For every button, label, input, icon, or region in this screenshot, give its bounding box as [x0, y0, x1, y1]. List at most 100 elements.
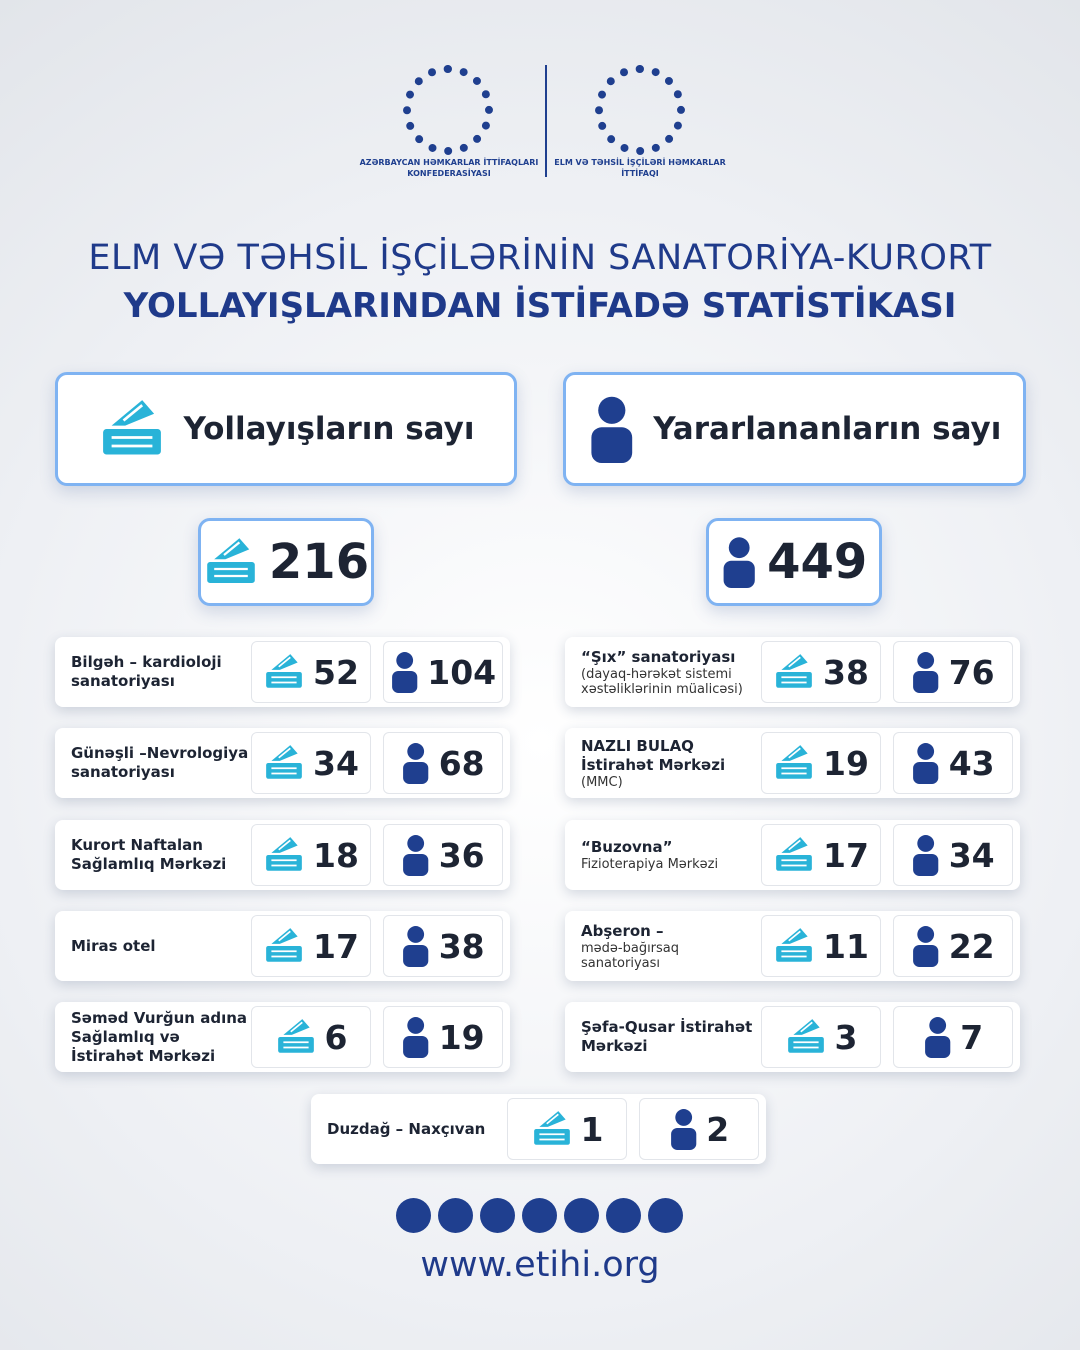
beneficiaries-value: 22 — [948, 926, 995, 966]
ticket-icon — [207, 538, 255, 583]
beneficiaries-box: 68 — [383, 732, 503, 794]
tickets-box: 34 — [251, 732, 371, 794]
beneficiaries-box: 104 — [383, 641, 503, 703]
person-icon — [403, 1017, 429, 1058]
instagram-icon[interactable] — [438, 1198, 473, 1233]
tickets-box: 18 — [251, 824, 371, 886]
tickets-value: 52 — [313, 652, 359, 692]
beneficiaries-box: 36 — [383, 824, 503, 886]
facility-card: NAZLI BULAQ İstirahət Mərkəzi (MMC) 19 43 — [565, 728, 1020, 798]
facility-name: Bilgəh – kardioloji sanatoriyası — [71, 653, 222, 690]
logo — [595, 65, 685, 155]
tickets-value: 19 — [823, 743, 869, 783]
ticket-icon — [787, 1019, 824, 1053]
tickets-value: 11 — [823, 926, 869, 966]
facility-name-block: Şəfa-Qusar İstirahət Mərkəzi — [581, 1002, 759, 1072]
person-icon — [913, 652, 939, 693]
facility-name: Kurort Naftalan Sağlamlıq Mərkəzi — [71, 836, 227, 873]
beneficiaries-value: 68 — [438, 743, 485, 783]
x-icon[interactable] — [606, 1198, 641, 1233]
facility-name-block: Səməd Vurğun adına Sağlamlıq və İstirahə… — [71, 1002, 249, 1072]
tickets-box: 38 — [761, 641, 881, 703]
person-icon — [590, 396, 632, 463]
tickets-value: 6 — [324, 1017, 348, 1057]
summary-header: Yollayışların sayı — [55, 372, 517, 486]
ticket-icon — [102, 400, 161, 455]
tickets-box: 1 — [507, 1098, 627, 1160]
facility-note: Fizioterapiya Mərkəzi — [581, 857, 719, 872]
facility-name-block: “Şıx” sanatoriyası (dayaq-hərəkət sistemi… — [581, 637, 759, 707]
tickets-box: 19 — [761, 732, 881, 794]
facility-card: Şəfa-Qusar İstirahət Mərkəzi 3 7 — [565, 1002, 1020, 1072]
ticket-icon — [266, 928, 302, 962]
facility-card: Günəşli –Nevrologiya sanatoriyası 34 68 — [55, 728, 510, 798]
facility-note: (MMC) — [581, 774, 623, 790]
facility-name: “Buzovna” — [581, 838, 673, 856]
facility-card: Duzdağ – Naxçıvan 1 2 — [311, 1094, 766, 1164]
social-links — [396, 1198, 683, 1233]
person-icon — [403, 743, 429, 784]
facility-name-block: Günəşli –Nevrologiya sanatoriyası — [71, 728, 249, 798]
facility-card: “Şıx” sanatoriyası (dayaq-hərəkət sistemi… — [565, 637, 1020, 707]
title-line: ELM VƏ TƏHSİL İŞÇİLƏRİNİN SANATORİYA-KUR… — [88, 238, 992, 278]
tickets-box: 52 — [251, 641, 371, 703]
facility-card: Kurort Naftalan Sağlamlıq Mərkəzi 18 36 — [55, 820, 510, 890]
facility-name: Səməd Vurğun adına Sağlamlıq və İstirahə… — [71, 1008, 248, 1065]
ticket-icon — [277, 1019, 314, 1053]
facility-name-block: “Buzovna” Fizioterapiya Mərkəzi — [581, 820, 759, 890]
facility-card: Səməd Vurğun adına Sağlamlıq və İstirahə… — [55, 1002, 510, 1072]
summary-value: 449 — [767, 534, 868, 590]
ticket-icon — [266, 837, 302, 871]
person-icon — [403, 926, 429, 967]
beneficiaries-box: 22 — [893, 915, 1013, 977]
tickets-box: 17 — [251, 915, 371, 977]
beneficiaries-box: 38 — [383, 915, 503, 977]
facebook-icon[interactable] — [396, 1198, 431, 1233]
ticket-icon — [266, 654, 302, 688]
beneficiaries-value: 43 — [948, 743, 995, 783]
ticket-icon — [533, 1111, 570, 1145]
summary-header: Yararlananların sayı — [563, 372, 1026, 486]
facility-name: Şəfa-Qusar İstirahət Mərkəzi — [581, 1018, 753, 1055]
telegram-icon[interactable] — [648, 1198, 683, 1233]
ticket-icon — [776, 837, 812, 871]
facility-note: (dayaq-hərəkət sistemi xəstəliklərinin m… — [581, 666, 743, 697]
person-icon — [391, 652, 418, 693]
beneficiaries-box: 7 — [893, 1006, 1013, 1068]
tickets-value: 17 — [823, 835, 869, 875]
person-icon — [723, 537, 755, 588]
person-icon — [913, 835, 939, 876]
facility-name: Abşeron – — [581, 921, 664, 940]
person-icon — [403, 835, 429, 876]
facility-name-block: Kurort Naftalan Sağlamlıq Mərkəzi — [71, 820, 249, 890]
facility-name-block: Bilgəh – kardioloji sanatoriyası — [71, 637, 249, 707]
tickets-value: 17 — [313, 926, 359, 966]
tickets-value: 3 — [834, 1017, 858, 1057]
youtube-icon[interactable] — [522, 1198, 557, 1233]
facility-card: “Buzovna” Fizioterapiya Mərkəzi 17 34 — [565, 820, 1020, 890]
summary-label: Yararlananların sayı — [653, 411, 1002, 447]
facility-name-block: Duzdağ – Naxçıvan — [327, 1094, 505, 1164]
divider — [545, 65, 547, 177]
website[interactable]: www.etihi.org — [420, 1245, 660, 1285]
tickets-box: 3 — [761, 1006, 881, 1068]
facility-name: Miras otel — [71, 936, 156, 955]
logo-label: ELM VƏ TƏHSİL İŞÇİLƏRİ HƏMKARLAR İTTİFAQ… — [554, 158, 726, 178]
person-icon — [924, 1017, 951, 1058]
person-icon — [913, 743, 939, 784]
facility-name: Duzdağ – Naxçıvan — [327, 1119, 486, 1138]
ticket-icon — [776, 928, 812, 962]
beneficiaries-box: 19 — [383, 1006, 503, 1068]
facility-card: Abşeron – mədə-bağırsaq sanatoriyası 11 22 — [565, 911, 1020, 981]
person-icon — [670, 1109, 697, 1150]
ticket-icon — [776, 654, 812, 688]
whatsapp-icon[interactable] — [480, 1198, 515, 1233]
ticket-icon — [266, 745, 302, 779]
beneficiaries-value: 7 — [960, 1017, 984, 1057]
tickets-value: 34 — [313, 743, 359, 783]
facility-name-block: Abşeron – mədə-bağırsaq sanatoriyası — [581, 911, 759, 981]
facility-name-block: Miras otel — [71, 911, 249, 981]
linkedin-icon[interactable] — [564, 1198, 599, 1233]
beneficiaries-box: 76 — [893, 641, 1013, 703]
